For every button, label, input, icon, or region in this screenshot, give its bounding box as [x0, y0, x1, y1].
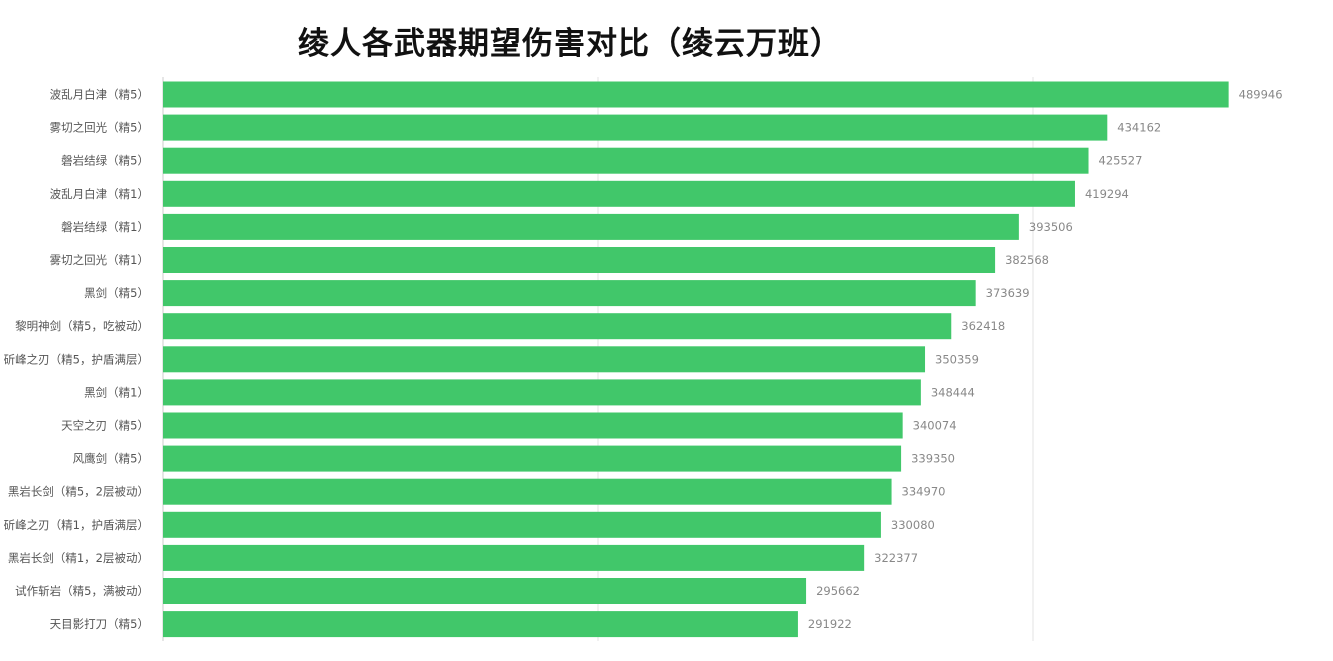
value-label: 489946 — [1239, 88, 1283, 102]
value-label: 334970 — [902, 485, 946, 499]
category-label: 雾切之回光（精1） — [50, 253, 149, 267]
bar — [163, 81, 1229, 108]
bar — [163, 445, 902, 472]
value-label: 425527 — [1099, 154, 1143, 168]
value-label: 393506 — [1029, 220, 1073, 234]
bar — [163, 544, 865, 571]
chart-title: 绫人各武器期望伤害对比（绫云万班） — [298, 26, 842, 62]
bar — [163, 412, 903, 439]
bar — [163, 247, 996, 273]
bar — [163, 280, 976, 307]
bar — [163, 611, 798, 638]
category-label: 磐岩结绿（精1） — [61, 220, 149, 234]
value-label: 350359 — [935, 352, 979, 366]
category-label: 斫峰之刃（精1，护盾满层） — [4, 518, 149, 532]
category-label: 磐岩结绿（精5） — [61, 154, 149, 168]
category-label: 雾切之回光（精5） — [50, 121, 149, 135]
bar — [163, 578, 807, 604]
value-label: 291922 — [808, 617, 852, 631]
bar — [163, 346, 926, 373]
bar — [163, 313, 952, 340]
category-label: 黑岩长剑（精1，2层被动） — [8, 551, 149, 565]
value-label: 295662 — [816, 584, 860, 598]
value-label: 419294 — [1085, 187, 1129, 201]
category-label: 黑剑（精1） — [84, 385, 149, 399]
bar — [163, 213, 1019, 240]
value-label: 339350 — [911, 452, 955, 466]
bar — [163, 379, 921, 406]
bars — [163, 81, 1229, 638]
value-label: 340074 — [913, 419, 957, 433]
value-label: 348444 — [931, 385, 975, 399]
category-label: 风鹰剑（精5） — [73, 452, 149, 466]
category-label: 斫峰之刃（精5，护盾满层） — [4, 352, 149, 366]
category-label: 黑岩长剑（精5，2层被动） — [8, 485, 149, 499]
category-label: 试作斩岩（精5，满被动） — [15, 584, 149, 598]
bar — [163, 511, 881, 538]
category-labels: 波乱月白津（精5） 雾切之回光（精5） 磐岩结绿（精5） 波乱月白津（精1） 磐岩结绿（… — [4, 88, 149, 632]
bar — [163, 147, 1089, 174]
value-label: 322377 — [874, 551, 918, 565]
category-label: 天空之刃（精5） — [61, 419, 149, 433]
bar — [163, 114, 1108, 141]
bar — [163, 180, 1075, 207]
value-label: 434162 — [1117, 121, 1161, 135]
bar — [163, 478, 892, 505]
value-label: 330080 — [891, 518, 935, 532]
category-label: 天目影打刀（精5） — [50, 617, 149, 631]
value-label: 382568 — [1005, 253, 1049, 267]
value-label: 362418 — [961, 319, 1005, 333]
value-label: 373639 — [986, 286, 1030, 300]
category-label: 黑剑（精5） — [84, 286, 149, 300]
category-label: 波乱月白津（精5） — [50, 88, 149, 102]
category-label: 黎明神剑（精5，吃被动） — [15, 319, 149, 333]
value-labels: 489946 434162 425527 419294 393506 382568 3736… — [808, 88, 1283, 632]
category-label: 波乱月白津（精1） — [50, 187, 149, 201]
